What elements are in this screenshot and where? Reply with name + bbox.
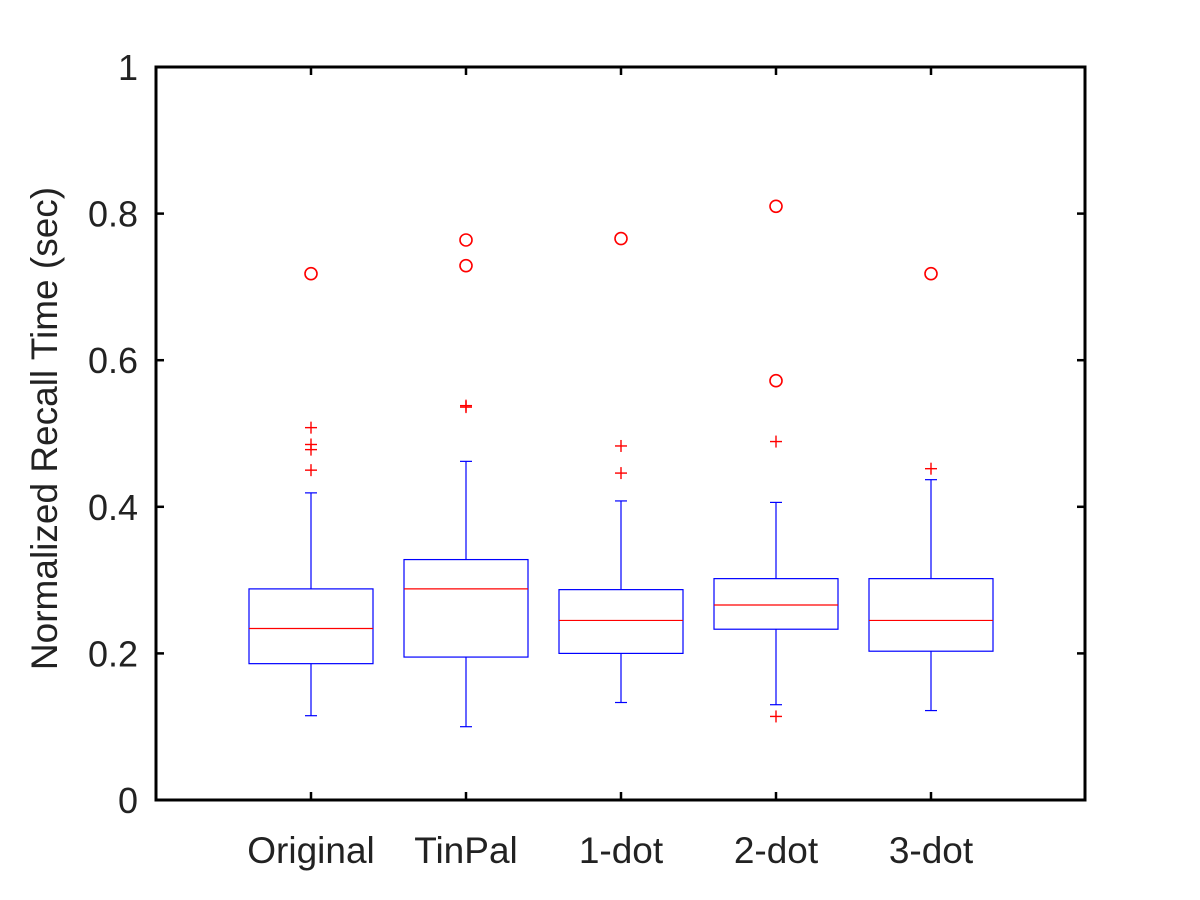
outlier-plus [305,438,317,451]
x-category-label: 2-dot [734,830,819,871]
y-tick-label: 0.8 [88,194,138,235]
outlier-plus [770,710,782,723]
y-tick-label: 0 [118,780,138,821]
y-axis-title: Normalized Recall Time (sec) [24,187,65,670]
outlier-circle [924,266,938,281]
iqr-box [403,558,529,658]
box-3-dot [868,266,994,712]
outlier-plus [770,435,782,448]
box-tinpal [403,233,529,728]
outlier-plus [305,464,317,477]
y-tick-label: 0.4 [88,487,138,528]
x-category-label: Original [247,830,375,871]
outlier-plus [615,439,627,452]
box-1-dot [558,231,684,704]
outlier-plus [305,421,317,434]
outlier-plus [460,399,472,412]
x-category-label: 3-dot [889,830,974,871]
x-category-label: TinPal [414,830,518,871]
outlier-plus [925,462,937,475]
iqr-box [713,578,839,630]
y-tick-label: 0.2 [88,633,138,674]
outlier-circle [614,231,628,246]
iqr-box [248,588,374,665]
outlier-circle [459,233,473,247]
box-original [248,266,374,717]
iqr-box [558,589,684,655]
outlier-plus [615,467,627,480]
box-2-dot [713,199,839,723]
y-tick-label: 0.6 [88,340,138,381]
y-tick-label: 1 [118,47,138,88]
outlier-circle [304,266,318,281]
outlier-circle [459,258,473,273]
iqr-box [868,578,994,652]
outlier-circle [769,199,783,214]
outlier-circle [769,373,783,388]
x-category-label: 1-dot [579,830,664,871]
